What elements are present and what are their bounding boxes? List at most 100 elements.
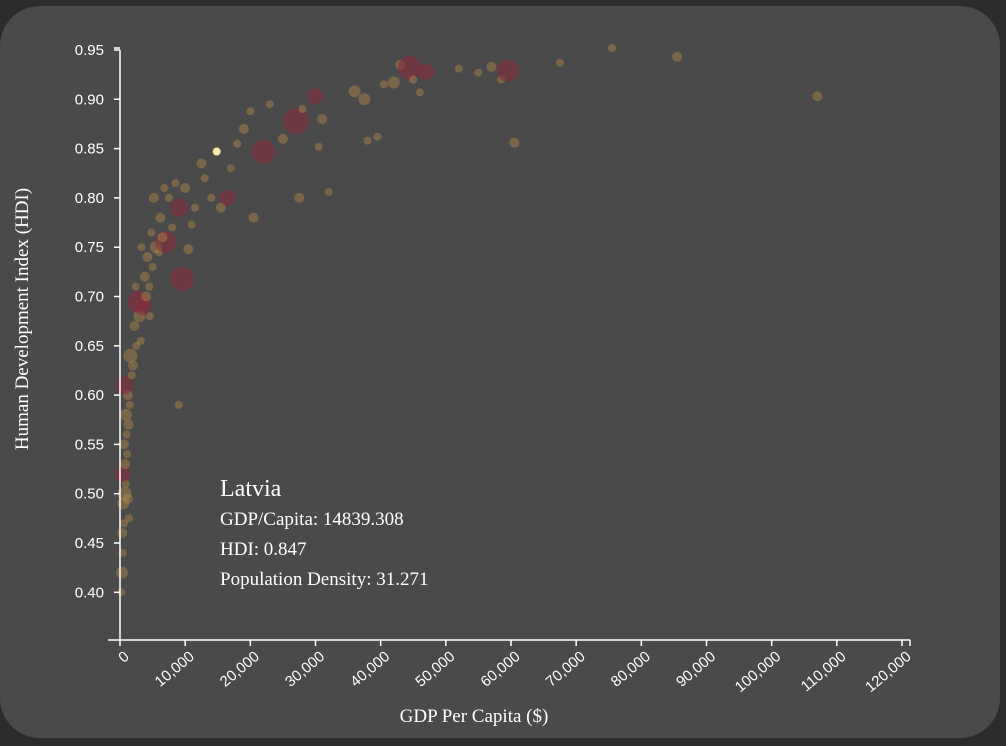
data-point[interactable] bbox=[555, 58, 564, 67]
data-point[interactable] bbox=[148, 262, 157, 271]
data-point[interactable] bbox=[131, 282, 140, 291]
data-point[interactable] bbox=[127, 290, 150, 313]
data-point[interactable] bbox=[277, 133, 288, 144]
data-point[interactable] bbox=[415, 88, 424, 97]
data-point[interactable] bbox=[226, 164, 235, 173]
data-point[interactable] bbox=[379, 80, 388, 89]
data-point[interactable] bbox=[155, 212, 166, 223]
data-point[interactable] bbox=[123, 419, 134, 430]
data-point[interactable] bbox=[123, 348, 138, 363]
data-point[interactable] bbox=[147, 228, 156, 237]
highlight-layer bbox=[212, 147, 221, 156]
data-point[interactable] bbox=[248, 212, 259, 223]
data-point[interactable] bbox=[294, 192, 305, 203]
data-point[interactable] bbox=[128, 360, 139, 371]
data-point[interactable] bbox=[132, 341, 141, 350]
y-tick-label: 0.65 bbox=[75, 338, 104, 355]
x-ticks: 0 10,000 20,000 30,000 40,000 50,000 60,000 70,… bbox=[115, 640, 915, 696]
data-point[interactable] bbox=[509, 137, 520, 148]
data-point[interactable] bbox=[180, 183, 191, 194]
data-point[interactable] bbox=[119, 519, 128, 528]
data-point[interactable] bbox=[117, 486, 132, 501]
data-point[interactable] bbox=[251, 139, 276, 164]
data-point[interactable] bbox=[418, 63, 435, 80]
data-point[interactable] bbox=[608, 44, 617, 53]
data-point[interactable] bbox=[141, 291, 152, 302]
y-tick-label: 0.60 bbox=[75, 387, 104, 404]
data-point[interactable] bbox=[187, 220, 196, 229]
data-point[interactable] bbox=[200, 174, 209, 183]
data-point[interactable] bbox=[169, 266, 194, 291]
data-point[interactable] bbox=[486, 61, 497, 72]
data-point[interactable] bbox=[137, 243, 146, 252]
data-point[interactable] bbox=[123, 450, 132, 459]
data-point[interactable] bbox=[117, 528, 128, 539]
data-point[interactable] bbox=[246, 107, 255, 116]
x-tick-label: 60,000 bbox=[477, 648, 523, 691]
data-point[interactable] bbox=[160, 184, 169, 193]
data-point[interactable] bbox=[216, 202, 227, 213]
data-point[interactable] bbox=[348, 85, 361, 98]
data-point[interactable] bbox=[196, 158, 207, 169]
data-point[interactable] bbox=[324, 187, 333, 196]
data-point[interactable] bbox=[373, 132, 382, 141]
data-point[interactable] bbox=[114, 465, 131, 482]
data-point[interactable] bbox=[119, 408, 132, 421]
data-point[interactable] bbox=[174, 400, 183, 409]
data-point[interactable] bbox=[148, 192, 159, 203]
tooltip: Latvia GDP/Capita: 14839.308 HDI: 0.847 … bbox=[220, 476, 428, 590]
data-point[interactable] bbox=[145, 312, 154, 321]
y-axis-title: Human Development Index (HDI) bbox=[12, 188, 33, 450]
y-tick-label: 0.45 bbox=[75, 535, 104, 552]
data-point[interactable] bbox=[317, 114, 328, 125]
data-point[interactable] bbox=[282, 107, 309, 134]
scatter-plot: 0.95 0.90 0.85 0.80 0.75 0.70 0.65 0.60 0.55 0.50… bbox=[12, 42, 915, 727]
data-point[interactable] bbox=[298, 105, 307, 114]
data-point[interactable] bbox=[169, 198, 188, 217]
data-point[interactable] bbox=[122, 493, 133, 504]
data-point[interactable] bbox=[183, 244, 194, 255]
data-point[interactable] bbox=[190, 203, 199, 212]
data-point[interactable] bbox=[233, 139, 242, 148]
data-point[interactable] bbox=[127, 371, 136, 380]
data-point[interactable] bbox=[139, 271, 150, 282]
y-tick-label: 0.95 bbox=[75, 42, 104, 59]
data-point[interactable] bbox=[238, 123, 249, 134]
data-point[interactable] bbox=[397, 55, 422, 80]
data-point[interactable] bbox=[314, 142, 323, 151]
data-point[interactable] bbox=[454, 64, 463, 73]
data-point[interactable] bbox=[168, 223, 177, 232]
data-point[interactable] bbox=[115, 566, 128, 579]
data-point[interactable] bbox=[265, 100, 274, 109]
y-ticks: 0.95 0.90 0.85 0.80 0.75 0.70 0.65 0.60 0.55 0.50… bbox=[75, 42, 120, 601]
data-point[interactable] bbox=[307, 88, 324, 105]
data-point[interactable] bbox=[154, 231, 177, 254]
data-point[interactable] bbox=[125, 400, 134, 409]
data-point[interactable] bbox=[125, 514, 134, 523]
highlighted-point[interactable] bbox=[212, 147, 221, 156]
tooltip-gdp: GDP/Capita: 14839.308 bbox=[220, 509, 404, 530]
data-point[interactable] bbox=[120, 459, 131, 470]
data-point[interactable] bbox=[387, 76, 400, 89]
x-tick-label: 110,000 bbox=[798, 648, 850, 695]
data-point[interactable] bbox=[136, 336, 145, 345]
data-point[interactable] bbox=[496, 59, 519, 82]
data-point[interactable] bbox=[164, 193, 173, 202]
data-point[interactable] bbox=[171, 179, 180, 188]
data-point[interactable] bbox=[409, 75, 418, 84]
data-point[interactable] bbox=[672, 51, 683, 62]
x-tick-label: 50,000 bbox=[412, 648, 458, 691]
data-point[interactable] bbox=[145, 282, 154, 291]
data-point[interactable] bbox=[207, 193, 216, 202]
data-point[interactable] bbox=[363, 136, 372, 145]
data-point[interactable] bbox=[358, 93, 371, 106]
data-point[interactable] bbox=[118, 439, 129, 450]
y-tick-label: 0.40 bbox=[75, 584, 104, 601]
data-point[interactable] bbox=[219, 189, 236, 206]
data-point[interactable] bbox=[129, 321, 140, 332]
data-point[interactable] bbox=[474, 68, 483, 77]
data-point[interactable] bbox=[122, 430, 131, 439]
data-point[interactable] bbox=[157, 232, 168, 243]
data-point[interactable] bbox=[812, 91, 823, 102]
data-point[interactable] bbox=[142, 252, 153, 263]
